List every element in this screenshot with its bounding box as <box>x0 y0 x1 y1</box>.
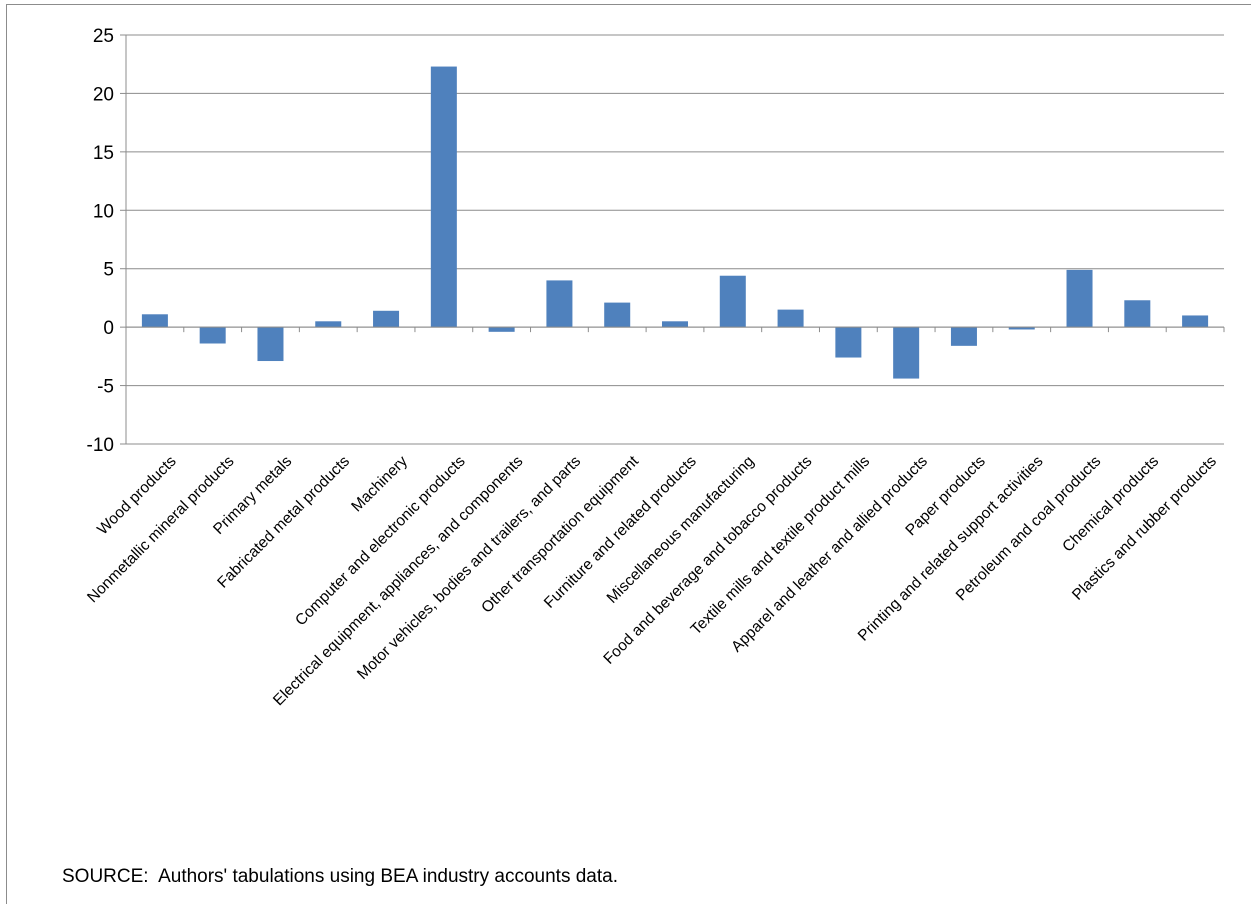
bar <box>546 280 573 328</box>
category-label: Machinery <box>348 453 411 516</box>
bar <box>950 327 977 346</box>
bar <box>1066 269 1093 328</box>
y-tick-label: 20 <box>93 84 114 105</box>
bar <box>199 327 226 344</box>
bar <box>141 314 168 328</box>
y-tick-label: -5 <box>97 377 114 398</box>
bar <box>488 327 515 332</box>
chart-frame <box>6 4 1251 904</box>
bar <box>315 321 342 328</box>
y-tick-label: -10 <box>87 435 114 456</box>
bar <box>661 321 689 328</box>
category-label: Chemical products <box>1059 453 1162 556</box>
y-tick-label: 0 <box>103 318 114 339</box>
y-tick-label: 10 <box>93 201 114 222</box>
bar <box>604 302 631 328</box>
source-note: SOURCE: Authors' tabulations using BEA i… <box>62 866 618 887</box>
bar <box>1124 300 1151 328</box>
bar <box>893 327 920 379</box>
bar <box>430 66 457 328</box>
category-label: Food and beverage and tobacco products <box>600 453 815 668</box>
y-axis: -10 -5 0 5 10 15 20 25 <box>87 26 127 456</box>
gridlines <box>126 34 1224 445</box>
bar <box>1008 327 1035 330</box>
bar <box>719 275 746 328</box>
x-axis <box>125 326 1225 333</box>
y-tick-label: 5 <box>103 260 114 281</box>
category-label: Motor vehicles, bodies and trailers, and… <box>354 453 584 683</box>
y-tick-label: 15 <box>93 143 114 164</box>
bar <box>835 327 862 358</box>
bar <box>373 310 400 328</box>
bar <box>257 327 284 362</box>
bar <box>1182 315 1209 328</box>
bars <box>141 66 1209 379</box>
bar <box>777 309 804 328</box>
y-tick-label: 25 <box>93 26 114 47</box>
